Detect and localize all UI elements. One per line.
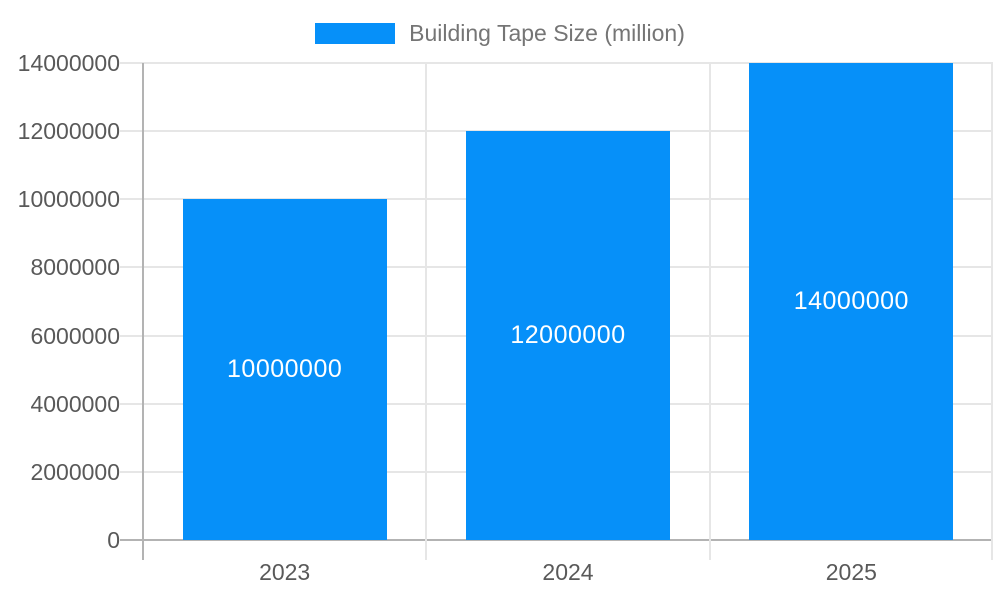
y-axis-tick-label: 8000000 xyxy=(30,254,120,281)
y-axis-line xyxy=(142,63,144,560)
bar-value-label: 10000000 xyxy=(227,355,343,384)
y-axis-tick-label: 10000000 xyxy=(17,186,120,213)
legend-label: Building Tape Size (million) xyxy=(409,20,685,46)
x-axis-tick-label: 2024 xyxy=(542,559,594,585)
gridline-horizontal xyxy=(120,62,993,64)
y-axis-tick-label: 14000000 xyxy=(17,50,120,76)
y-axis-tick-label: 4000000 xyxy=(30,390,120,417)
y-axis-tick-label: 12000000 xyxy=(17,118,120,145)
gridline-vertical xyxy=(708,63,711,560)
bar-value-label: 14000000 xyxy=(793,287,909,315)
gridline-vertical xyxy=(425,63,428,560)
x-axis-baseline xyxy=(120,539,993,541)
x-axis-tick-label: 2025 xyxy=(825,559,877,585)
y-axis-tick-label: 2000000 xyxy=(30,458,120,485)
y-axis-tick-label: 0 xyxy=(107,527,120,553)
x-axis-tick-label: 2023 xyxy=(259,559,311,585)
bar-2025: 14000000 xyxy=(749,63,954,540)
bar-value-label: 12000000 xyxy=(510,321,626,350)
legend-swatch xyxy=(315,22,396,44)
plot-right-border xyxy=(991,63,993,560)
legend: Building Tape Size (million) xyxy=(0,20,1000,46)
bar-2023: 10000000 xyxy=(182,199,387,540)
y-axis-tick-label: 6000000 xyxy=(30,322,120,349)
bar-2024: 12000000 xyxy=(466,131,670,540)
